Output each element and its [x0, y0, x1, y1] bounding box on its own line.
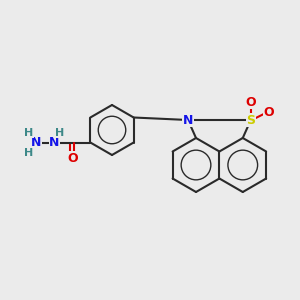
Text: H: H [24, 148, 33, 158]
Text: N: N [49, 136, 59, 149]
Text: N: N [31, 136, 41, 149]
Text: H: H [55, 128, 64, 137]
Text: H: H [24, 128, 33, 137]
Text: N: N [183, 113, 193, 127]
Text: O: O [245, 95, 256, 109]
Text: O: O [263, 106, 274, 118]
Text: S: S [246, 113, 255, 127]
Text: O: O [67, 152, 78, 165]
